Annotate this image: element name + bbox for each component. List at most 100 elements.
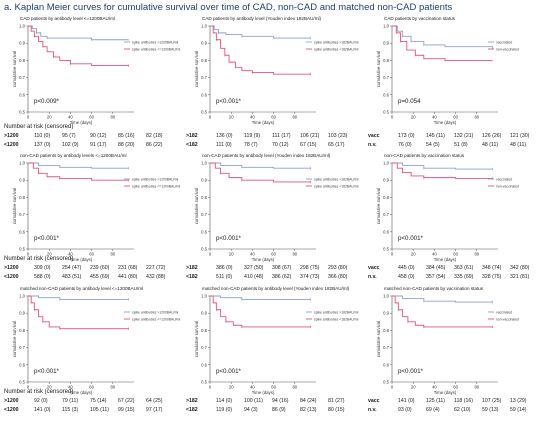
y-tick-label: 0.5 (201, 247, 207, 252)
risk-cell: 308 (67) (272, 265, 292, 271)
risk-cell: 105 (11) (90, 407, 109, 413)
x-tick-label: 40 (250, 385, 255, 390)
survival-curve-low (392, 295, 493, 328)
legend-label: spike antibodies >182BAU/ml (314, 310, 359, 314)
risk-cell: 348 (74) (482, 265, 502, 271)
y-tick-label: 1.0 (201, 294, 207, 299)
x-axis-label: Time (days) (70, 120, 93, 125)
risk-cell: 137 (0) (34, 142, 51, 148)
risk-cell: 386 (62) (272, 274, 292, 280)
x-tick-label: 20 (411, 385, 416, 390)
y-tick-label: 0.6 (19, 92, 25, 97)
y-axis-label: cumulative survival (376, 51, 381, 87)
risk-cell: 67 (15) (300, 142, 317, 148)
x-tick-label: 80 (474, 115, 479, 120)
y-tick-label: 1.0 (19, 161, 25, 166)
risk-cell: 386 (0) (216, 265, 233, 271)
legend-label: non-vaccinated (496, 47, 519, 51)
risk-row-label: >182 (186, 398, 198, 404)
risk-row: n.v. 76 (0) 54 (5) 51 (8) 48 (11) 48 (11) (368, 142, 548, 151)
km-plot: 0.5 0.6 0.7 0.8 0.9 1.0 0 20 40 60 80 Time (days) cu… (194, 24, 359, 126)
panel-title: CAD patients by antibody level (Youden i… (202, 16, 322, 21)
y-tick-label: 0.5 (383, 110, 389, 115)
x-tick-label: 60 (453, 385, 458, 390)
survival-curve-high (210, 295, 311, 300)
risk-cell: 59 (13) (482, 407, 499, 413)
risk-cell: 111 (17) (272, 133, 291, 139)
x-tick-label: 0 (209, 385, 212, 390)
x-tick-label: 20 (47, 115, 52, 120)
risk-cell: 76 (0) (398, 142, 412, 148)
risk-cell: 227 (72) (146, 265, 166, 271)
risk-cell: 114 (0) (216, 398, 233, 404)
y-axis-label: cumulative survival (12, 321, 17, 357)
x-tick-label: 20 (229, 252, 234, 257)
legend-label: spike antibodies >182BAU/ml (314, 40, 359, 44)
x-axis-label: Time (days) (70, 257, 93, 262)
risk-cell: 293 (80) (328, 265, 348, 271)
panel-title: non-CAD patients by antibody level (Youd… (202, 153, 331, 158)
legend-label: vaccinated (496, 177, 512, 181)
y-tick-label: 0.9 (201, 311, 207, 316)
risk-cell: 13 (29) (510, 398, 527, 404)
y-tick-label: 0.6 (201, 92, 207, 97)
risk-cell: 69 (4) (426, 407, 440, 413)
risk-cell: 94 (16) (272, 398, 289, 404)
risk-cell: 86 (22) (146, 142, 163, 148)
y-tick-label: 0.7 (201, 75, 207, 80)
panel-title: matched non-CAD patients by vaccination … (384, 286, 484, 291)
risk-row-label: <182 (186, 274, 198, 280)
x-axis-label: Time (days) (70, 390, 93, 395)
x-tick-label: 20 (229, 115, 234, 120)
y-tick-label: 0.6 (383, 362, 389, 367)
x-tick-label: 80 (292, 252, 297, 257)
p-value: p=0.054 (398, 98, 421, 105)
risk-cell: 82 (13) (300, 407, 317, 413)
p-value: p<0.009* (34, 98, 59, 105)
risk-cell: 106 (21) (300, 133, 320, 139)
panel-title: non-CAD patients by vaccination status (384, 153, 465, 158)
risk-row-label: n.v. (368, 142, 377, 148)
risk-row-label: >1200 (4, 265, 19, 271)
risk-cell: 374 (73) (300, 274, 320, 280)
risk-row: n.v. 458 (0) 357 (54) 335 (69) 328 (75) 321 (… (368, 274, 548, 283)
survival-curve-high (392, 25, 494, 49)
risk-header-3: Number at risk (censored) (4, 389, 74, 395)
risk-row-label: >182 (186, 133, 198, 139)
risk-cell: 335 (69) (454, 274, 474, 280)
y-tick-label: 0.7 (201, 345, 207, 350)
y-tick-label: 0.8 (19, 328, 25, 333)
risk-cell: 321 (81) (510, 274, 530, 280)
risk-cell: 136 (0) (216, 133, 233, 139)
y-tick-label: 0.6 (19, 229, 25, 234)
km-panel-cad-1200: CAD patients by antibody level <=1200BAU… (4, 16, 180, 136)
risk-cell: 342 (80) (510, 265, 530, 271)
risk-cell: 79 (11) (62, 398, 79, 404)
risk-cell: 85 (16) (118, 133, 135, 139)
risk-row: <182 511 (0) 410 (48) 386 (62) 374 (73) 366 (… (186, 274, 366, 283)
legend-label: non-vaccinated (496, 184, 519, 188)
risk-row-label: vacc (368, 265, 380, 271)
risk-row: >182 136 (0) 119 (9) 111 (17) 106 (21) 103 (2… (186, 133, 366, 142)
legend-label: spike antibodies >1200BAU/ml (132, 310, 179, 314)
risk-cell: 51 (8) (454, 142, 468, 148)
x-tick-label: 0 (391, 252, 394, 257)
risk-cell: 126 (26) (482, 133, 502, 139)
risk-cell: 81 (27) (328, 398, 345, 404)
p-value: p<0.001* (34, 368, 59, 375)
risk-row-label: <1200 (4, 274, 19, 280)
survival-curve-low (210, 162, 311, 183)
risk-cell: 103 (23) (328, 133, 348, 139)
y-tick-label: 0.7 (383, 75, 389, 80)
y-tick-label: 0.6 (19, 362, 25, 367)
risk-row: n.v. 93 (0) 69 (4) 62 (10) 59 (13) 59 (14) (368, 407, 548, 416)
x-tick-label: 40 (68, 115, 73, 120)
km-panel-matched-vacc: matched non-CAD patients by vaccination … (368, 286, 538, 406)
risk-cell: 78 (7) (244, 142, 258, 148)
y-tick-label: 0.8 (383, 328, 389, 333)
x-tick-label: 0 (27, 385, 30, 390)
risk-cell: 48 (11) (510, 142, 527, 148)
km-panel-matched-1200: matched non-CAD patients by antibody lev… (4, 286, 180, 406)
x-tick-label: 60 (89, 385, 94, 390)
legend-label: non-vaccinated (496, 317, 519, 321)
